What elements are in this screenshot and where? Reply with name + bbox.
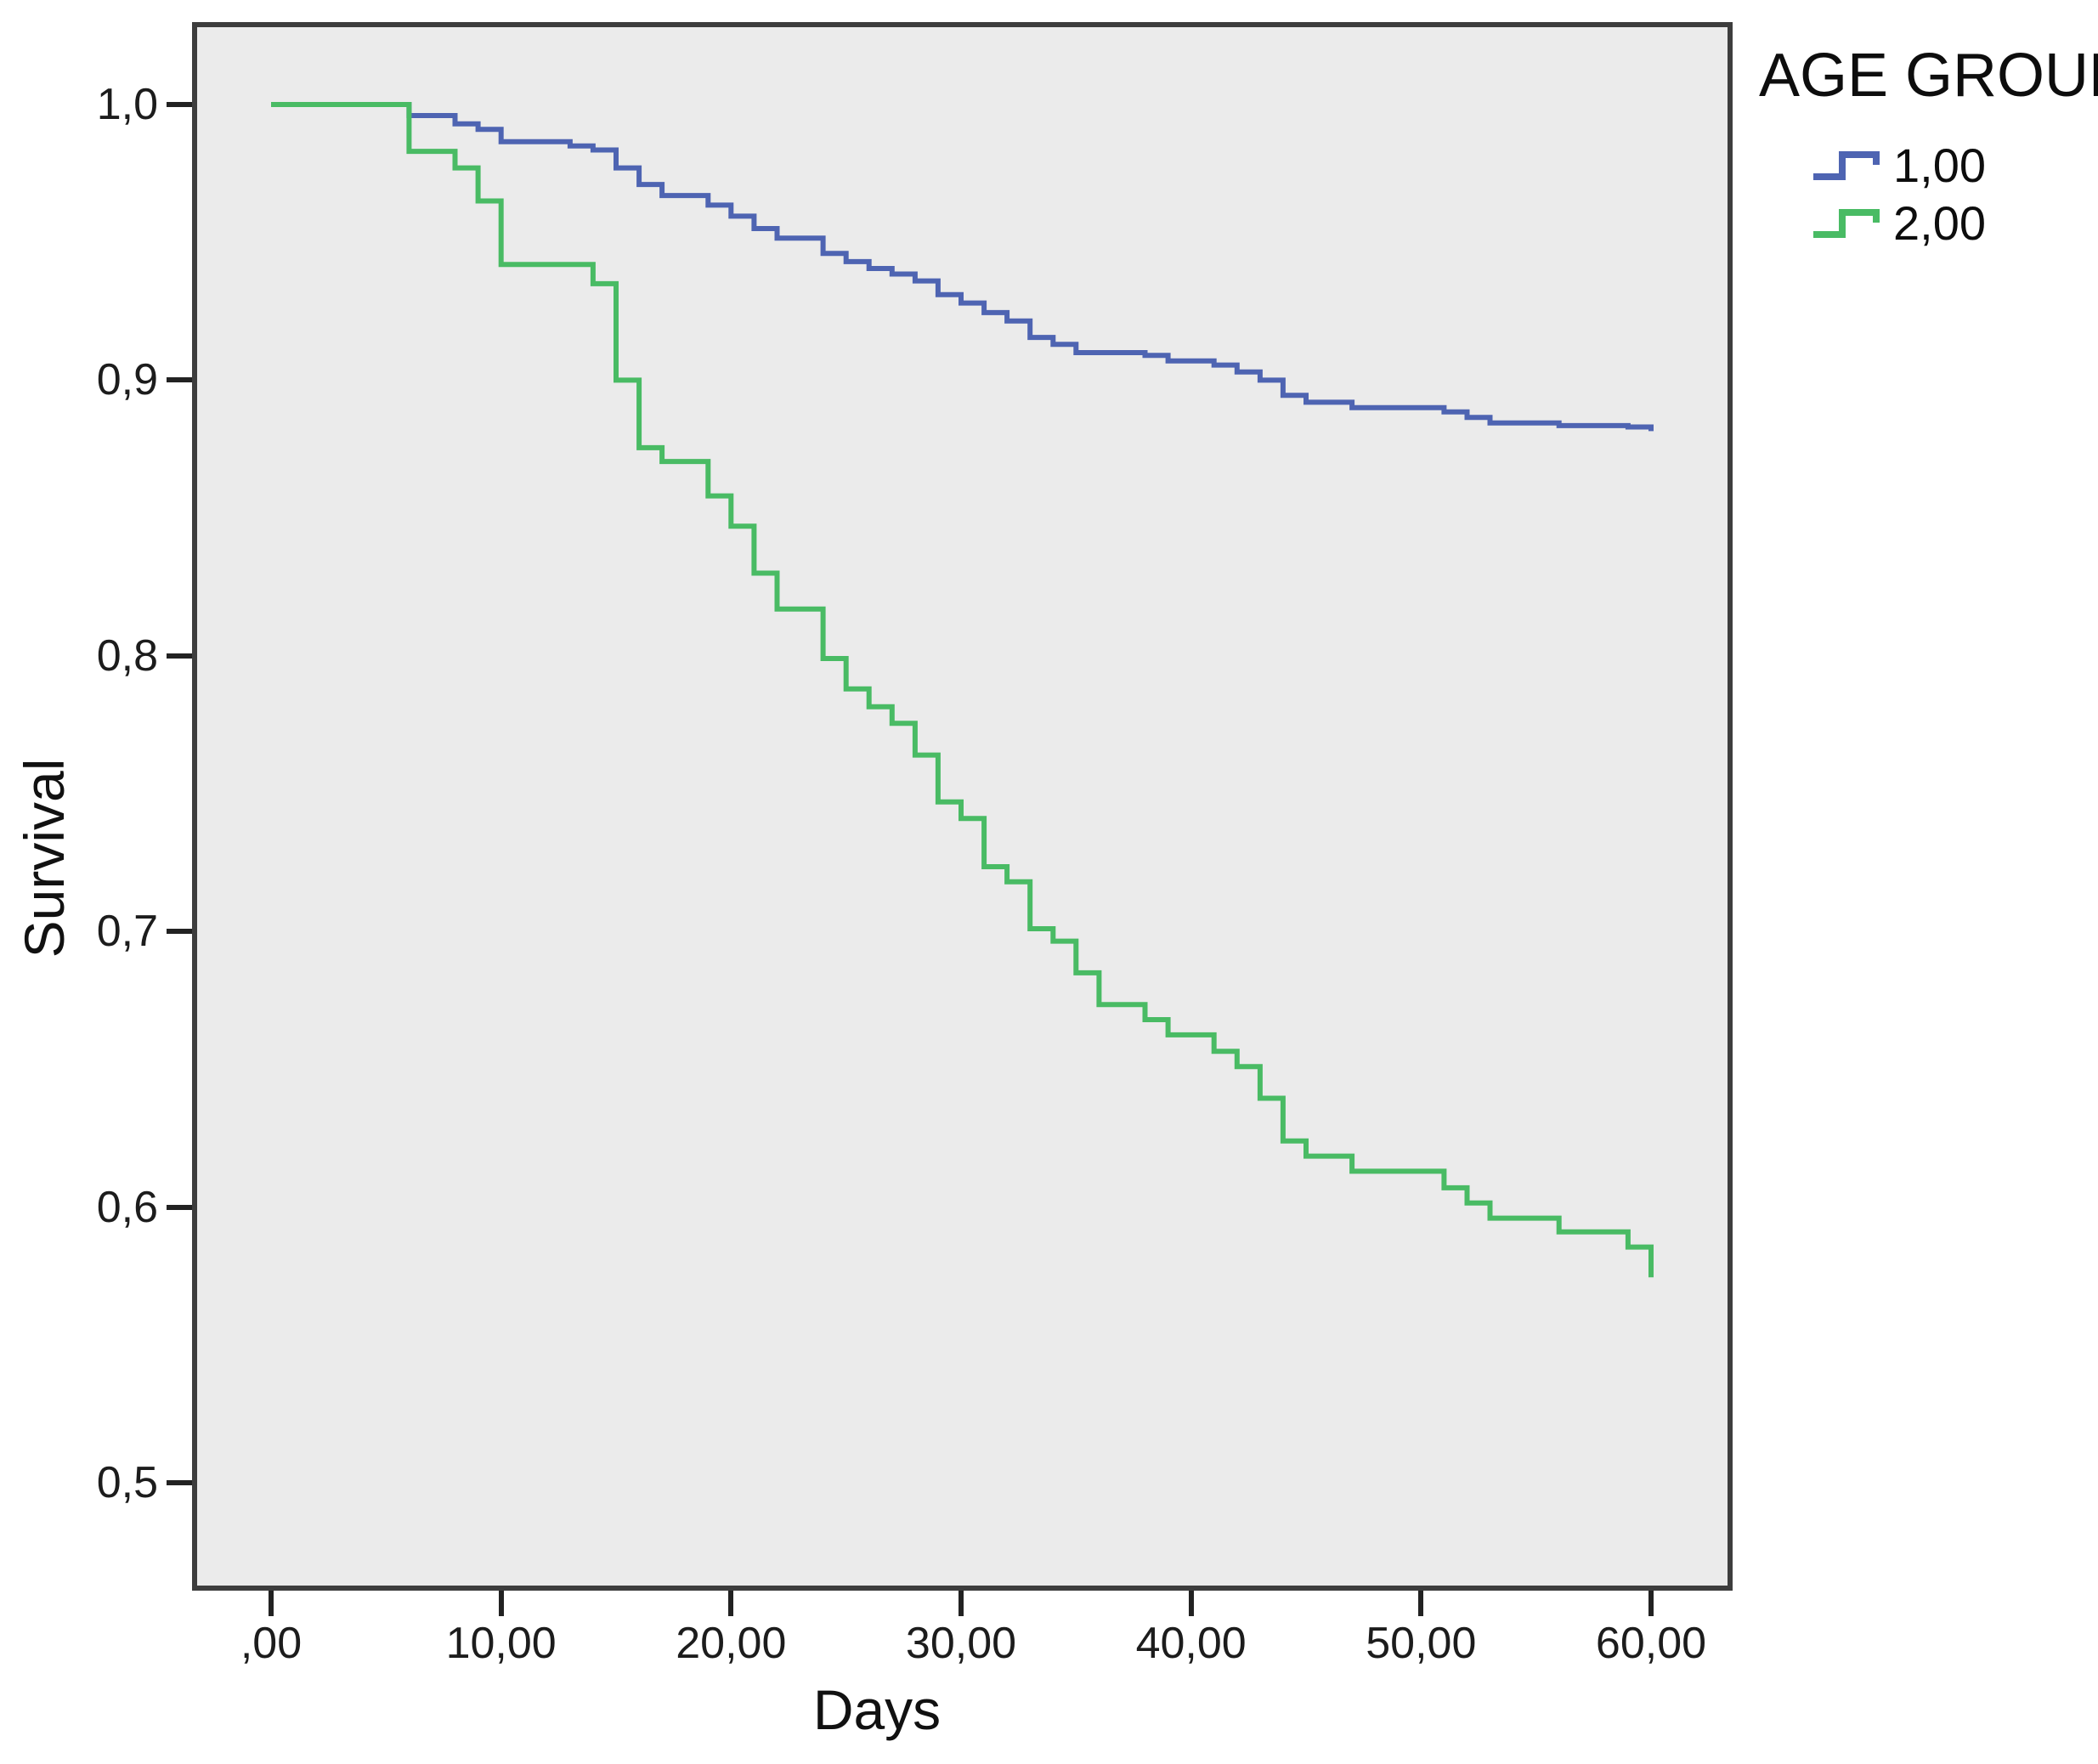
legend: AGE GROUP 1,00 2,00 bbox=[1759, 41, 2098, 250]
plot-area bbox=[192, 22, 1733, 1591]
y-axis-tick bbox=[167, 377, 192, 383]
x-axis-tick-label: ,00 bbox=[240, 1619, 303, 1668]
y-axis-tick bbox=[167, 102, 192, 107]
legend-item-1,00: 1,00 bbox=[1810, 138, 2098, 192]
y-axis-tick-label: 0,6 bbox=[96, 1182, 158, 1232]
survival-curves bbox=[271, 102, 1654, 1278]
x-axis-tick-label: 10,00 bbox=[445, 1619, 557, 1668]
x-axis-tick bbox=[498, 1591, 504, 1616]
km-curve-2,00 bbox=[271, 102, 1654, 1278]
x-axis-tick-label: 30,00 bbox=[905, 1619, 1017, 1668]
legend-item-2,00: 2,00 bbox=[1810, 195, 2098, 250]
x-axis-tick-label: 20,00 bbox=[676, 1619, 787, 1668]
legend-item-label: 1,00 bbox=[1893, 138, 1986, 192]
y-axis-tick bbox=[167, 929, 192, 935]
legend-step-line-icon bbox=[1813, 209, 1880, 238]
y-axis-tick-label: 0,8 bbox=[96, 630, 158, 681]
x-axis-tick-label: 50,00 bbox=[1366, 1619, 1477, 1668]
y-axis-tick-label: 1,0 bbox=[96, 80, 158, 129]
km-curve-1,00 bbox=[271, 102, 1654, 432]
legend-items: 1,00 2,00 bbox=[1810, 138, 2098, 250]
y-axis-tick-label: 0,9 bbox=[96, 355, 158, 405]
y-axis-title: Survival bbox=[13, 758, 76, 958]
x-axis-tick-label: 40,00 bbox=[1135, 1619, 1247, 1668]
y-axis-tick-label: 0,7 bbox=[96, 907, 158, 957]
x-axis-tick-label: 60,00 bbox=[1595, 1619, 1707, 1668]
legend-item-label: 2,00 bbox=[1893, 195, 1986, 250]
x-axis-tick bbox=[959, 1591, 964, 1616]
y-axis-tick bbox=[167, 1204, 192, 1210]
x-axis-title: Days bbox=[812, 1678, 942, 1741]
x-axis-tick bbox=[269, 1591, 274, 1616]
legend-step-line-icon bbox=[1813, 151, 1880, 180]
x-axis-tick bbox=[1418, 1591, 1424, 1616]
x-axis-tick bbox=[1188, 1591, 1194, 1616]
y-axis-tick bbox=[167, 653, 192, 659]
x-axis-tick bbox=[728, 1591, 734, 1616]
x-axis-tick bbox=[1648, 1591, 1654, 1616]
y-axis-tick-label: 0,5 bbox=[96, 1458, 158, 1507]
legend-title: AGE GROUP bbox=[1759, 42, 2098, 110]
y-axis-tick bbox=[167, 1480, 192, 1485]
